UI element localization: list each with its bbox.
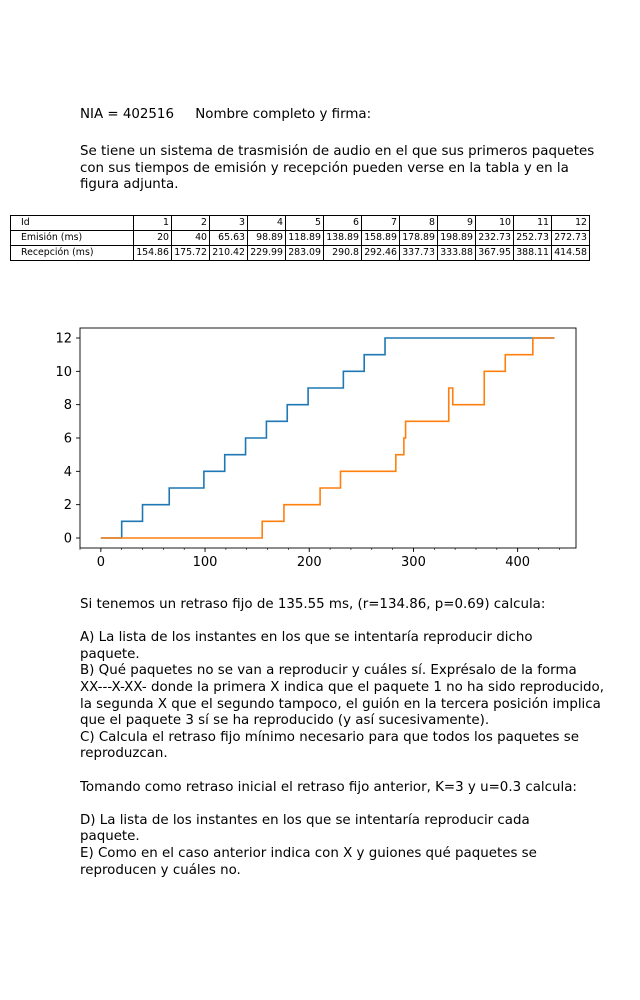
table-row-emision: Emisión (ms) 20 40 65.63 98.89 118.89 138.89 15… (10, 230, 590, 246)
plot-frame (79, 327, 577, 549)
y-tick-label: 10 (55, 365, 72, 380)
packet-step-chart: 0 100 200 300 400 0 2 4 6 8 10 12 (55, 327, 577, 570)
table-row-label: Id (10, 215, 134, 231)
table-cell: 283.09 (285, 245, 324, 261)
table-cell: 118.89 (285, 230, 324, 246)
table-cell: 198.89 (437, 230, 476, 246)
table-cell: 229.99 (247, 245, 286, 261)
table-cell: 158.89 (361, 230, 400, 246)
series-line-emision (100, 337, 555, 539)
x-tick-label: 100 (193, 555, 218, 570)
table-cell: 6 (323, 215, 362, 231)
table-cell: 2 (171, 215, 210, 231)
table-cell: 12 (551, 215, 590, 231)
table-row-label: Emisión (ms) (10, 230, 134, 246)
table-cell: 20 (133, 230, 172, 246)
table-cell: 252.73 (513, 230, 552, 246)
table-cell: 388.11 (513, 245, 552, 261)
x-tick-label: 400 (505, 555, 530, 570)
y-tick-label: 8 (64, 398, 72, 413)
table-row-recepcion: Recepción (ms) 154.86 175.72 210.42 229.99 28… (10, 245, 590, 261)
y-tick-label: 12 (55, 332, 72, 347)
table-cell: 3 (209, 215, 248, 231)
table-cell: 367.95 (475, 245, 514, 261)
y-tick-label: 2 (64, 498, 72, 513)
table-cell: 11 (513, 215, 552, 231)
table-cell: 10 (475, 215, 514, 231)
table-cell: 8 (399, 215, 438, 231)
questions-text: Si tenemos un retraso fijo de 135.55 ms,… (80, 597, 605, 878)
table-cell: 4 (247, 215, 286, 231)
x-tick-label: 0 (97, 555, 105, 570)
packet-table: Id 1 2 3 4 5 6 7 8 9 10 11 12 Emisión (ms) 20 40 65.63 98… (10, 215, 590, 261)
table-cell: 98.89 (247, 230, 286, 246)
y-tick-label: 6 (64, 432, 72, 447)
y-tick-label: 4 (64, 465, 72, 480)
table-cell: 333.88 (437, 245, 476, 261)
y-tick-label: 0 (64, 532, 72, 547)
table-cell: 414.58 (551, 245, 590, 261)
table-cell: 138.89 (323, 230, 362, 246)
table-cell: 175.72 (171, 245, 210, 261)
table-cell: 292.46 (361, 245, 400, 261)
table-cell: 7 (361, 215, 400, 231)
name-signature-label: Nombre completo y firma: (195, 107, 372, 122)
table-cell: 232.73 (475, 230, 514, 246)
series-line-recepcion (100, 337, 555, 539)
table-cell: 1 (133, 215, 172, 231)
table-cell: 272.73 (551, 230, 590, 246)
table-cell: 337.73 (399, 245, 438, 261)
intro-paragraph: Se tiene un sistema de trasmisión de aud… (80, 144, 595, 193)
table-cell: 65.63 (209, 230, 248, 246)
table-cell: 210.42 (209, 245, 248, 261)
table-cell: 40 (171, 230, 210, 246)
x-tick-label: 300 (401, 555, 426, 570)
table-cell: 5 (285, 215, 324, 231)
table-cell: 9 (437, 215, 476, 231)
table-cell: 154.86 (133, 245, 172, 261)
nia-label: NIA = 402516 (80, 107, 174, 122)
x-tick-label: 200 (297, 555, 322, 570)
table-cell: 290.8 (323, 245, 362, 261)
table-row-label: Recepción (ms) (10, 245, 134, 261)
table-row-id: Id 1 2 3 4 5 6 7 8 9 10 11 12 (10, 215, 590, 231)
table-cell: 178.89 (399, 230, 438, 246)
header-line: NIA = 402516 Nombre completo y firma: (80, 107, 371, 124)
